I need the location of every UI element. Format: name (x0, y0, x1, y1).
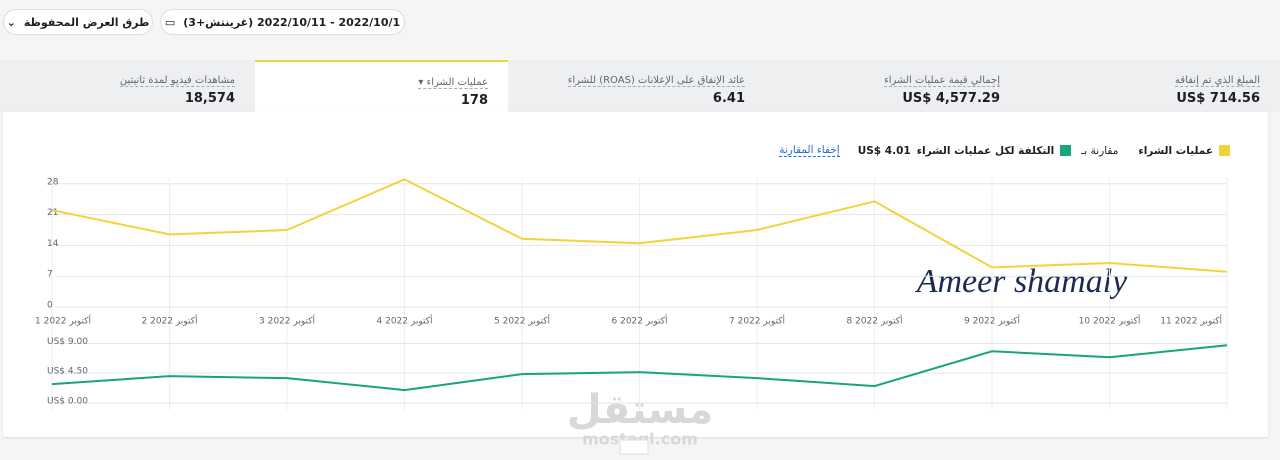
site-watermark: mostaql.com (582, 430, 698, 449)
x-tick-label: 1 أكتوبر 2022 (35, 315, 91, 327)
metric-label: عائد الإنفاق على الإعلانات (ROAS) للشراء (567, 75, 745, 87)
hide-compare-link[interactable]: إخفاء المقارنة (779, 144, 840, 157)
date-range-button[interactable]: 2022/10/1 - 2022/10/11 (غرينتش+3) ▭ (160, 9, 405, 35)
saved-views-button[interactable]: طرق العرض المحفوظة ⌄ (3, 9, 153, 35)
y-tick-label: 21 (47, 208, 58, 218)
metric-value: US$ 4,577.29 (902, 91, 1000, 106)
metric-label-text: عمليات الشراء (426, 77, 488, 88)
x-tick-label: 10 أكتوبر 2022 (1079, 315, 1141, 327)
metric-value: US$ 714.56 (1176, 91, 1260, 106)
saved-views-label: طرق العرض المحفوظة (23, 15, 150, 29)
series-line (51, 178, 1228, 273)
x-tick-label: 3 أكتوبر 2022 (259, 315, 315, 327)
metric-value: 18,574 (184, 91, 235, 106)
metric-label: عمليات الشراء ▾ (418, 77, 488, 89)
y-tick-label: US$ 9.00 (47, 337, 88, 347)
metric-tab[interactable]: المبلغ الذي تم إنفاقه US$ 714.56 (1020, 60, 1280, 112)
x-tick-label: 7 أكتوبر 2022 (729, 315, 785, 327)
y-tick-label: 7 (47, 270, 53, 280)
legend-label: عمليات الشراء (1138, 144, 1213, 157)
metric-value: 6.41 (712, 91, 745, 106)
metric-value: 178 (460, 93, 488, 108)
compare-label: مقارنة بـ (1081, 144, 1119, 157)
metric-tab[interactable]: إجمالي قيمة عمليات الشراء US$ 4,577.29 (765, 60, 1020, 112)
chevron: ⌄ (6, 15, 16, 29)
signature: Ameer shamaly (915, 263, 1128, 300)
y-tick-label: 28 (47, 177, 59, 187)
x-tick-label: 2 أكتوبر 2022 (142, 315, 198, 327)
y-tick-label: 14 (47, 239, 59, 249)
x-tick-label: 6 أكتوبر 2022 (612, 315, 668, 327)
compare-value: US$ 4.01 (857, 144, 911, 157)
calendar-icon: ▭ (164, 15, 176, 29)
chart-card (3, 112, 1268, 437)
date-range: 2022/10/1 - 2022/10/11 (غرينتش+3) (183, 15, 401, 29)
collapse-tab[interactable] (619, 439, 649, 455)
x-tick-label: 9 أكتوبر 2022 (964, 315, 1020, 327)
metric-label: المبلغ الذي تم إنفاقه (1175, 75, 1260, 87)
x-tick-label: 5 أكتوبر 2022 (494, 315, 550, 327)
x-tick-label: 4 أكتوبر 2022 (377, 315, 433, 327)
series-line (51, 344, 1228, 392)
metric-tab-selected[interactable]: عمليات الشراء ▾ 178 (255, 60, 508, 112)
legend: عمليات الشراء مقارنة بـ التكلفة لكل عملي… (779, 144, 1230, 157)
legend-label: التكلفة لكل عمليات الشراء (916, 144, 1055, 157)
legend-swatch (1219, 145, 1230, 156)
metric-tab[interactable]: عائد الإنفاق على الإعلانات (ROAS) للشراء… (510, 60, 765, 112)
x-tick-label: 11 أكتوبر 2022 (1160, 315, 1222, 327)
legend-swatch (1060, 145, 1072, 156)
metric-label: مشاهدات فيديو لمدة ثانيتين (119, 75, 235, 87)
metric-label: إجمالي قيمة عمليات الشراء (884, 75, 1000, 87)
y-tick-label: US$ 0.00 (47, 397, 88, 407)
metric-tab[interactable]: مشاهدات فيديو لمدة ثانيتين 18,574 (0, 60, 255, 112)
y-tick-label: 0 (47, 301, 53, 311)
y-tick-label: US$ 4.50 (47, 367, 88, 377)
x-tick-label: 8 أكتوبر 2022 (847, 315, 903, 327)
